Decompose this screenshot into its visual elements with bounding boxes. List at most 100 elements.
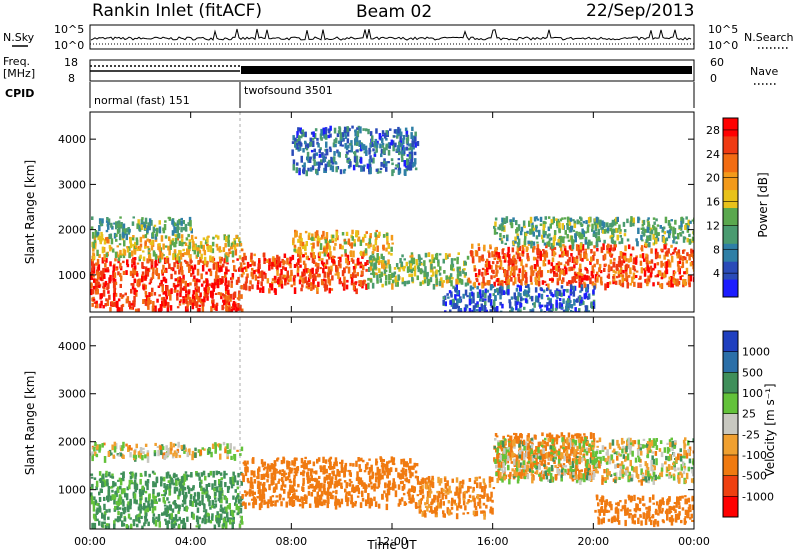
heatmap-cell: [192, 241, 195, 248]
heatmap-cell: [168, 504, 172, 509]
heatmap-cell: [615, 221, 618, 224]
heatmap-cell: [575, 255, 579, 259]
heatmap-cell: [204, 514, 207, 520]
heatmap-cell: [629, 267, 632, 273]
heatmap-cell: [454, 302, 457, 310]
heatmap-cell: [455, 491, 459, 496]
heatmap-cell: [345, 153, 348, 158]
heatmap-cell: [324, 134, 328, 140]
heatmap-cell: [114, 518, 117, 522]
heatmap-cell: [435, 269, 438, 275]
heatmap-cell: [326, 493, 329, 500]
heatmap-cell: [642, 227, 645, 232]
heatmap-cell: [295, 457, 298, 461]
heatmap-cell: [544, 216, 547, 220]
heatmap-cell: [335, 482, 339, 488]
heatmap-cell: [368, 147, 371, 155]
heatmap-cell: [140, 515, 143, 519]
heatmap-cell: [573, 257, 576, 264]
heatmap-cell: [224, 294, 227, 300]
heatmap-cell: [241, 308, 244, 312]
heatmap-cell: [203, 448, 206, 451]
heatmap-cell: [399, 140, 403, 147]
heatmap-cell: [355, 155, 359, 163]
heatmap-cell: [144, 490, 148, 494]
heatmap-cell: [193, 249, 196, 255]
heatmap-cell: [304, 456, 307, 460]
heatmap-cell: [500, 240, 504, 244]
freq-panel: [89, 59, 695, 82]
heatmap-cell: [385, 262, 388, 269]
heatmap-cell: [307, 234, 311, 240]
heatmap-cell: [397, 267, 400, 270]
heatmap-cell: [334, 237, 337, 242]
heatmap-cell: [302, 254, 305, 258]
heatmap-cell: [308, 477, 311, 483]
heatmap-cell: [322, 499, 326, 503]
heatmap-cell: [437, 259, 440, 264]
heatmap-cell: [329, 481, 332, 487]
heatmap-cell: [223, 234, 226, 241]
heatmap-cell: [351, 236, 354, 241]
heatmap-cell: [215, 271, 218, 277]
cpid-segment-twofsound: twofsound 3501: [244, 84, 333, 97]
power-colorbar-tick-label: 8: [713, 243, 720, 256]
heatmap-cell: [132, 519, 135, 523]
freq-tick-bottom: 8: [68, 72, 75, 85]
heatmap-cell: [657, 270, 661, 275]
heatmap-cell: [553, 246, 557, 250]
heatmap-cell: [299, 241, 302, 247]
heatmap-cell: [278, 495, 281, 498]
heatmap-cell: [324, 164, 328, 171]
heatmap-cell: [414, 131, 417, 137]
heatmap-cell: [307, 490, 311, 496]
heatmap-cell: [95, 285, 98, 288]
heatmap-cell: [549, 289, 552, 294]
heatmap-cell: [489, 509, 492, 513]
heatmap-cell: [330, 288, 334, 291]
heatmap-cell: [380, 161, 383, 167]
heatmap-cell: [335, 264, 338, 272]
heatmap-cell: [341, 467, 344, 472]
heatmap-cell: [190, 273, 193, 277]
heatmap-cell: [405, 461, 408, 468]
heatmap-cell: [385, 137, 388, 141]
heatmap-cell: [670, 280, 673, 288]
heatmap-cell: [346, 160, 349, 163]
heatmap-cell: [451, 478, 454, 483]
heatmap-cell: [592, 269, 595, 274]
heatmap-cell: [469, 285, 473, 291]
heatmap-cell: [105, 229, 109, 233]
heatmap-cell: [185, 237, 189, 241]
heatmap-cell: [586, 284, 590, 290]
heatmap-cell: [237, 494, 240, 497]
heatmap-cell: [438, 479, 442, 486]
heatmap-cell: [431, 510, 434, 514]
heatmap-cell: [177, 524, 181, 529]
heatmap-cell: [574, 307, 577, 312]
heatmap-cell: [257, 280, 260, 284]
heatmap-cell: [187, 474, 190, 478]
heatmap-cell: [691, 236, 694, 241]
heatmap-cell: [186, 516, 189, 522]
heatmap-cell: [391, 242, 394, 245]
heatmap-cell: [104, 284, 107, 287]
heatmap-cell: [174, 270, 177, 275]
heatmap-cell: [101, 276, 104, 282]
heatmap-cell: [143, 299, 147, 303]
heatmap-cell: [462, 293, 465, 299]
heatmap-cell: [209, 255, 212, 261]
heatmap-cell: [246, 273, 249, 278]
heatmap-cell: [297, 483, 300, 488]
heatmap-cell: [222, 299, 225, 303]
heatmap-cell: [398, 148, 401, 155]
heatmap-cell: [685, 260, 688, 264]
heatmap-cell: [470, 291, 474, 297]
heatmap-cell: [581, 228, 584, 235]
heatmap-cell: [383, 490, 386, 494]
heatmap-cell: [333, 461, 336, 465]
heatmap-cell: [90, 271, 93, 275]
heatmap-cell: [458, 278, 462, 283]
heatmap-cell: [418, 489, 422, 493]
